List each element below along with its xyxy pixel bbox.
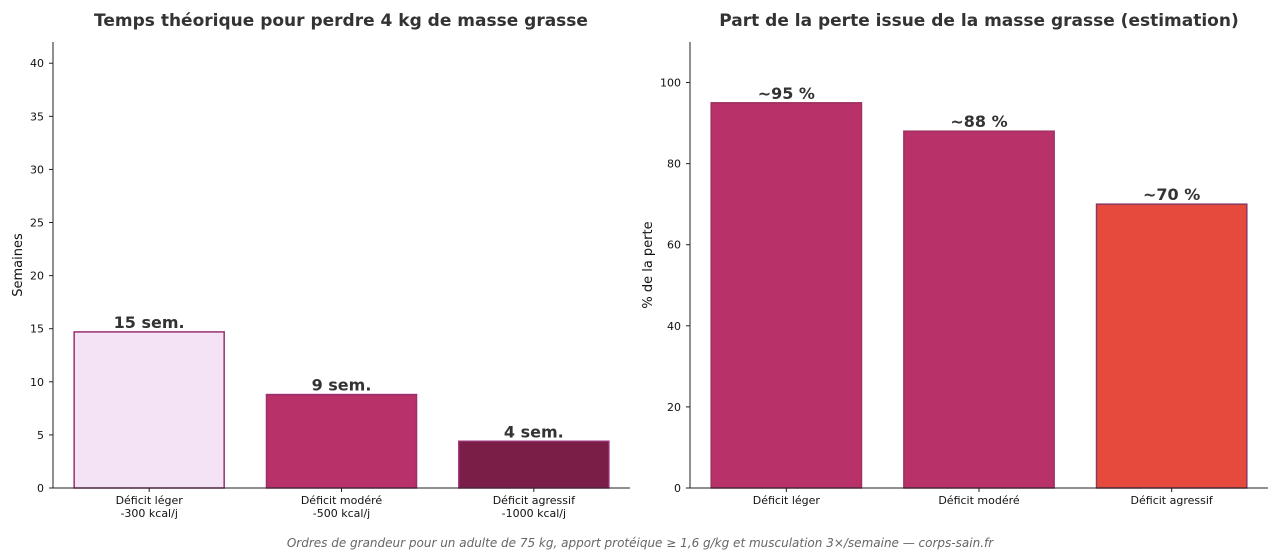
data-label: 15 sem. [114, 313, 185, 332]
y-tick-label: 15 [30, 323, 44, 336]
bar [265, 393, 418, 489]
y-tick-label: 10 [30, 376, 44, 389]
y-tick-label: 40 [667, 320, 681, 333]
chart-panel-1: Temps théorique pour perdre 4 kg de mass… [11, 11, 630, 520]
y-tick-label: 20 [667, 401, 681, 414]
x-tick-label: Déficit léger [753, 494, 821, 507]
figure: Temps théorique pour perdre 4 kg de mass… [11, 11, 1268, 520]
y-axis-label: % de la perte [641, 221, 656, 308]
data-label: 4 sem. [504, 422, 564, 441]
bar [710, 102, 863, 489]
y-tick-label: 35 [30, 110, 44, 123]
footnote: Ordres de grandeur pour un adulte de 75 … [286, 536, 994, 550]
data-label: ~88 % [950, 112, 1007, 131]
data-label: ~95 % [758, 84, 815, 103]
chart-panel-2: Part de la perte issue de la masse grass… [641, 11, 1268, 507]
x-tick-label: Déficit agressif -1000 kcal/j [493, 494, 576, 520]
y-tick-label: 20 [30, 270, 44, 283]
data-label: 9 sem. [312, 376, 372, 395]
data-label: ~70 % [1143, 185, 1200, 204]
bar [903, 130, 1055, 489]
y-tick-label: 100 [660, 77, 681, 90]
chart-title: Part de la perte issue de la masse grass… [719, 11, 1239, 31]
chart-title: Temps théorique pour perdre 4 kg de mass… [94, 11, 588, 31]
bar [1095, 203, 1248, 489]
y-tick-label: 80 [667, 158, 681, 171]
y-tick-label: 0 [674, 482, 681, 495]
x-tick-label: Déficit modéré -500 kcal/j [301, 494, 383, 520]
y-tick-label: 40 [30, 57, 44, 70]
x-tick-label: Déficit agressif [1131, 494, 1214, 507]
y-tick-label: 30 [30, 163, 44, 176]
y-tick-label: 5 [37, 429, 44, 442]
bar [73, 331, 225, 489]
y-axis-label: Semaines [11, 233, 26, 297]
y-tick-label: 60 [667, 239, 681, 252]
x-tick-label: Déficit modéré [938, 494, 1020, 507]
y-tick-label: 25 [30, 217, 44, 230]
x-tick-label: Déficit léger -300 kcal/j [116, 494, 184, 520]
y-tick-label: 0 [37, 482, 44, 495]
bar [458, 440, 610, 489]
